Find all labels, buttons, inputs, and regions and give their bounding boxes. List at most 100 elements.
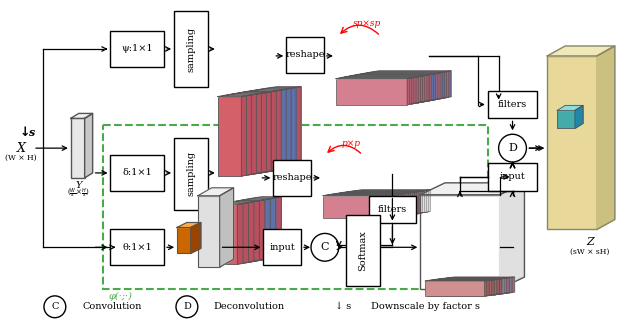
Bar [488, 90, 538, 118]
Bar [111, 155, 164, 191]
Bar [331, 194, 398, 216]
Bar [339, 193, 406, 215]
Text: C: C [321, 242, 329, 252]
Polygon shape [432, 278, 506, 280]
Circle shape [176, 296, 198, 318]
Polygon shape [493, 278, 508, 295]
Polygon shape [406, 190, 426, 215]
Circle shape [499, 134, 527, 162]
Bar [111, 31, 164, 67]
Bar [557, 111, 575, 128]
Polygon shape [71, 114, 93, 118]
Polygon shape [438, 277, 513, 279]
Polygon shape [223, 200, 265, 204]
Polygon shape [407, 75, 429, 105]
Polygon shape [248, 199, 270, 262]
Polygon shape [429, 71, 451, 101]
Bar [432, 280, 492, 295]
Bar [353, 76, 425, 101]
Bar [218, 205, 237, 264]
Text: sampling: sampling [186, 151, 195, 196]
Bar [349, 76, 420, 102]
Polygon shape [266, 88, 296, 172]
Bar [223, 204, 243, 263]
Bar [323, 196, 390, 217]
Polygon shape [228, 90, 281, 95]
Polygon shape [223, 91, 276, 96]
Bar [325, 195, 392, 217]
Bar [351, 76, 422, 102]
Polygon shape [252, 90, 281, 174]
Polygon shape [349, 72, 442, 76]
Polygon shape [254, 198, 276, 261]
Polygon shape [498, 277, 513, 294]
Bar [347, 77, 418, 103]
Polygon shape [410, 74, 431, 104]
Polygon shape [239, 197, 281, 201]
Polygon shape [191, 222, 201, 253]
Text: input: input [269, 243, 295, 252]
Bar [342, 78, 414, 103]
Polygon shape [325, 192, 412, 195]
Polygon shape [495, 278, 509, 294]
Polygon shape [403, 191, 422, 216]
Text: sampling: sampling [186, 26, 195, 71]
Polygon shape [547, 46, 615, 56]
Polygon shape [353, 72, 447, 76]
Bar [228, 95, 252, 174]
Polygon shape [430, 278, 504, 280]
Bar [430, 280, 490, 295]
Text: θ:1×1: θ:1×1 [122, 243, 152, 252]
Polygon shape [557, 106, 583, 111]
Polygon shape [218, 201, 259, 205]
Bar [340, 193, 408, 215]
Polygon shape [396, 192, 416, 217]
Polygon shape [433, 278, 508, 280]
Text: s: s [29, 127, 35, 138]
Bar [329, 195, 396, 217]
Text: C: C [51, 302, 59, 311]
Polygon shape [333, 191, 420, 194]
Bar [340, 78, 412, 104]
Polygon shape [492, 278, 506, 295]
Bar [420, 195, 500, 289]
Circle shape [311, 233, 339, 261]
Polygon shape [500, 277, 515, 294]
Polygon shape [261, 88, 291, 173]
Bar [223, 96, 246, 175]
Polygon shape [241, 91, 271, 176]
Bar [198, 196, 220, 267]
Polygon shape [337, 191, 424, 194]
Polygon shape [358, 71, 451, 75]
Text: φ(·;·): φ(·;·) [108, 292, 132, 301]
Polygon shape [271, 87, 301, 171]
Polygon shape [323, 193, 410, 196]
Polygon shape [575, 106, 583, 128]
Polygon shape [597, 46, 615, 229]
Polygon shape [228, 199, 270, 203]
Polygon shape [425, 72, 447, 101]
Bar [177, 227, 191, 253]
Polygon shape [342, 74, 436, 78]
Polygon shape [500, 183, 524, 289]
Polygon shape [427, 71, 449, 101]
Text: filters: filters [498, 100, 527, 109]
Polygon shape [248, 87, 301, 91]
Polygon shape [338, 74, 431, 78]
Bar [333, 194, 401, 216]
Polygon shape [347, 73, 440, 77]
Bar [286, 37, 324, 73]
Polygon shape [343, 190, 430, 193]
Polygon shape [490, 278, 504, 295]
Polygon shape [340, 190, 428, 193]
Polygon shape [84, 114, 93, 178]
Polygon shape [440, 277, 515, 279]
Bar [248, 91, 271, 171]
Text: Downscale by factor s: Downscale by factor s [371, 302, 479, 311]
Bar [237, 93, 261, 173]
Polygon shape [344, 73, 438, 77]
Bar [102, 125, 488, 289]
Polygon shape [259, 197, 281, 260]
Text: (W × H): (W × H) [5, 154, 37, 162]
Polygon shape [246, 91, 276, 175]
